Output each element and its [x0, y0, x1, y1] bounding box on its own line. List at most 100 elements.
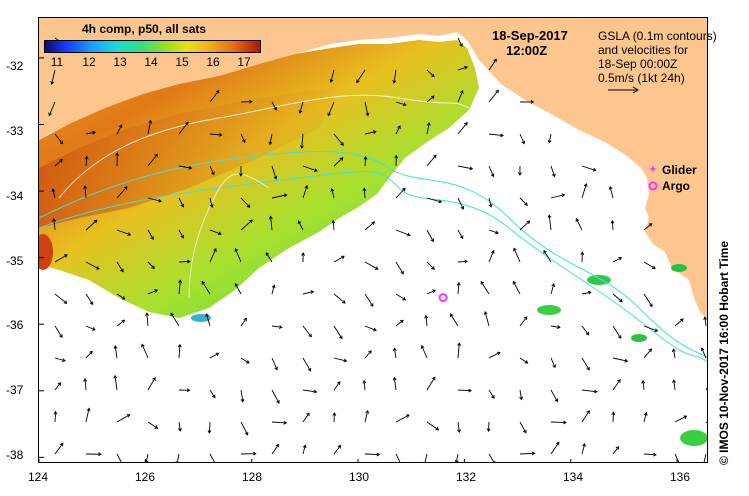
x-tick-label: 130	[348, 470, 370, 484]
velocity-arrow	[116, 261, 124, 273]
velocity-arrow	[488, 133, 504, 138]
velocity-arrow	[240, 99, 253, 104]
velocity-arrow	[426, 95, 435, 103]
velocity-arrow	[302, 184, 309, 199]
velocity-arrow	[488, 89, 499, 103]
velocity-arrow	[234, 247, 242, 263]
sst-patch-fragment	[671, 264, 687, 272]
velocity-arrow	[178, 279, 183, 295]
velocity-arrow	[519, 316, 528, 327]
velocity-arrow	[643, 261, 656, 269]
velocity-arrow	[53, 410, 58, 423]
velocity-arrow	[457, 388, 472, 393]
velocity-arrow	[457, 89, 464, 103]
velocity-arrow	[209, 248, 217, 263]
x-tick-label: 134	[562, 470, 584, 484]
velocity-arrow	[488, 197, 493, 208]
glider-marker-icon	[649, 165, 657, 173]
velocity-arrow	[426, 69, 435, 78]
velocity-arrow	[333, 293, 346, 304]
velocity-arrow	[362, 379, 367, 391]
velocity-arrow	[641, 379, 646, 391]
velocity-arrow	[480, 280, 490, 295]
velocity-arrow	[116, 186, 128, 199]
x-tick-label: 124	[27, 470, 49, 484]
velocity-arrow	[48, 101, 56, 117]
velocity-arrow	[177, 343, 182, 359]
velocity-arrow	[271, 420, 288, 425]
velocity-arrow	[512, 280, 521, 295]
velocity-arrow	[395, 101, 407, 107]
velocity-arrow	[547, 214, 552, 231]
velocity-arrow	[705, 421, 707, 424]
velocity-arrow	[240, 219, 253, 231]
velocity-arrow	[301, 252, 306, 263]
sst-patch-fragment	[587, 275, 611, 285]
velocity-arrow	[581, 443, 586, 455]
velocity-arrow	[209, 132, 223, 137]
velocity-arrow	[519, 133, 526, 145]
velocity-arrow	[116, 319, 126, 327]
velocity-arrow	[333, 157, 344, 167]
velocity-arrow	[178, 421, 182, 432]
velocity-arrow	[170, 312, 180, 327]
y-tick-label: -38	[6, 448, 24, 462]
velocity-arrow	[240, 451, 257, 456]
velocity-arrow	[54, 442, 64, 455]
velocity-arrow	[457, 259, 469, 264]
colorbar-tick: 15	[175, 55, 189, 69]
y-tick-label: -36	[6, 318, 24, 332]
velocity-arrow	[543, 249, 552, 263]
velocity-arrow	[488, 389, 495, 399]
velocity-arrow	[83, 377, 88, 391]
velocity-arrow	[550, 283, 556, 295]
velocity-arrow	[395, 319, 404, 327]
colorbar-tick: 16	[206, 55, 220, 69]
velocity-arrow	[333, 133, 344, 146]
velocity-arrow	[178, 197, 185, 208]
velocity-arrow	[84, 155, 89, 167]
velocity-arrow	[643, 411, 648, 423]
velocity-arrow	[207, 421, 212, 434]
velocity-arrow	[147, 119, 153, 135]
sst-patch-fragment	[680, 430, 707, 446]
velocity-arrow	[550, 165, 556, 178]
velocity-arrow	[147, 421, 159, 429]
velocity-arrow	[271, 389, 280, 404]
velocity-arrow	[424, 314, 429, 327]
velocity-arrow	[550, 441, 560, 455]
velocity-arrow	[581, 357, 590, 371]
velocity-arrow	[85, 261, 100, 270]
velocity-arrow	[643, 223, 653, 231]
velocity-arrow	[488, 58, 497, 71]
y-tick-label: -37	[6, 383, 24, 397]
sst-hot-spot	[39, 234, 53, 270]
velocity-arrow	[519, 357, 529, 364]
velocity-arrow	[392, 347, 397, 359]
velocity-arrow	[145, 312, 149, 327]
velocity-arrow	[426, 122, 431, 135]
velocity-arrow	[209, 453, 216, 462]
velocity-arrow	[147, 197, 162, 203]
velocity-arrow	[54, 158, 63, 167]
velocity-arrow	[83, 185, 88, 199]
velocity-arrow	[395, 125, 401, 135]
velocity-arrow	[457, 37, 463, 48]
velocity-arrow	[364, 325, 377, 332]
land-area	[39, 18, 707, 317]
velocity-arrow	[52, 218, 56, 231]
velocity-arrow	[674, 318, 684, 327]
velocity-arrow	[54, 357, 66, 362]
map-time: 12:00Z	[506, 43, 548, 58]
velocity-arrow	[333, 381, 341, 391]
velocity-arrow	[205, 313, 211, 327]
x-tick-label: 132	[455, 470, 477, 484]
velocity-arrow	[333, 357, 348, 363]
velocity-arrow	[209, 229, 222, 236]
colorbar-tick: 14	[144, 55, 158, 69]
velocity-arrow	[240, 197, 251, 208]
velocity-arrow	[333, 255, 345, 263]
velocity-arrow	[550, 325, 561, 329]
velocity-arrow	[395, 453, 401, 462]
velocity-arrow	[238, 165, 243, 177]
